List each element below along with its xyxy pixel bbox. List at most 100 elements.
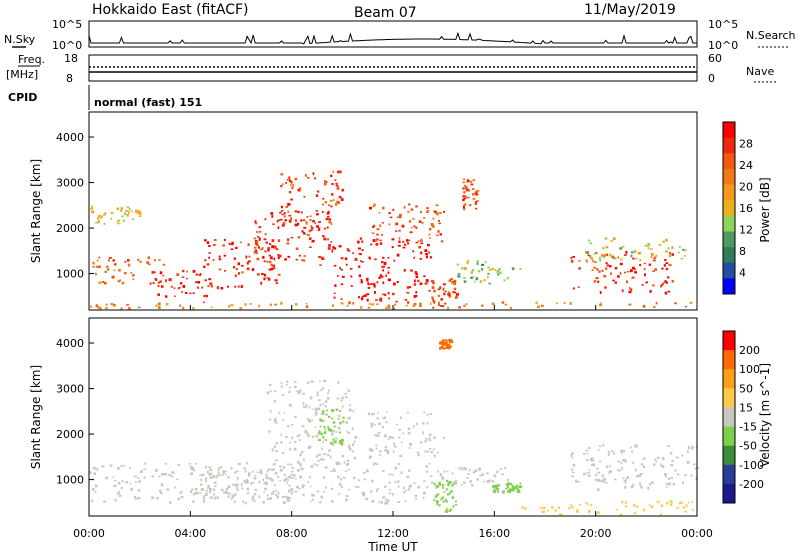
heatmap-cell: [571, 468, 574, 471]
y-tick-label: 3000: [56, 383, 84, 396]
heatmap-cell: [471, 188, 475, 190]
heatmap-cell: [689, 301, 693, 304]
heatmap-cell: [462, 195, 465, 198]
heatmap-cell: [312, 220, 315, 223]
heatmap-cell: [435, 494, 438, 498]
heatmap-cell: [464, 277, 466, 279]
heatmap-cell: [342, 275, 345, 278]
heatmap-cell: [599, 303, 602, 307]
heatmap-cell: [454, 279, 457, 283]
heatmap-cell: [662, 457, 665, 460]
heatmap-cell: [432, 281, 435, 284]
heatmap-cell: [572, 463, 576, 467]
heatmap-cell: [425, 437, 428, 441]
heatmap-cell: [308, 445, 312, 449]
heatmap-cell: [299, 465, 301, 467]
colorbar-tick-label: 15: [739, 401, 753, 414]
heatmap-cell: [333, 425, 336, 428]
heatmap-cell: [652, 270, 655, 272]
heatmap-cell: [461, 267, 464, 270]
heatmap-cell: [153, 259, 156, 262]
heatmap-cell: [227, 495, 230, 499]
heatmap-cell: [395, 222, 399, 226]
heatmap-cell: [495, 486, 498, 489]
heatmap-cell: [606, 465, 609, 469]
heatmap-cell: [280, 385, 283, 388]
heatmap-cell: [435, 485, 438, 487]
heatmap-cell: [586, 251, 589, 254]
heatmap-cell: [170, 285, 173, 288]
heatmap-cell: [137, 211, 141, 215]
heatmap-cell: [331, 183, 334, 186]
heatmap-cell: [265, 473, 268, 477]
heatmap-cell: [605, 267, 608, 270]
heatmap-cell: [420, 242, 424, 245]
heatmap-cell: [425, 465, 428, 467]
heatmap-cell: [99, 307, 102, 311]
heatmap-cell: [157, 285, 160, 288]
heatmap-cell: [318, 431, 321, 435]
heatmap-cell: [279, 465, 283, 468]
heatmap-cell: [441, 487, 445, 489]
heatmap-cell: [277, 476, 280, 478]
heatmap-cell: [352, 252, 355, 254]
heatmap-cell: [667, 276, 670, 279]
heatmap-cell: [273, 390, 277, 393]
heatmap-cell: [268, 418, 272, 421]
heatmap-cell: [223, 238, 226, 242]
heatmap-cell: [127, 307, 131, 310]
heatmap-cell: [664, 280, 667, 283]
heatmap-cell: [336, 463, 338, 466]
heatmap-cell: [266, 391, 270, 395]
heatmap-cell: [406, 475, 410, 479]
heatmap-cell: [366, 277, 369, 281]
heatmap-cell: [501, 473, 504, 476]
heatmap-cell: [323, 379, 327, 383]
heatmap-cell: [386, 450, 390, 453]
heatmap-cell: [477, 270, 481, 273]
colorbar-tick-label: -200: [739, 478, 764, 491]
heatmap-cell: [309, 501, 312, 503]
heatmap-cell: [671, 246, 674, 249]
heatmap-cell: [509, 307, 512, 310]
heatmap-cell: [327, 426, 330, 429]
heatmap-cell: [511, 489, 515, 492]
heatmap-cell: [305, 223, 308, 225]
heatmap-cell: [399, 454, 402, 457]
heatmap-cell: [492, 490, 496, 493]
heatmap-cell: [330, 241, 333, 243]
heatmap-cell: [307, 176, 310, 179]
heatmap-cell: [309, 229, 313, 232]
heatmap-cell: [437, 288, 441, 291]
heatmap-cell: [316, 213, 319, 216]
heatmap-cell: [435, 500, 439, 503]
heatmap-cell: [338, 431, 341, 434]
heatmap-cell: [116, 492, 120, 495]
heatmap-cell: [361, 249, 364, 251]
heatmap-cell: [220, 488, 224, 492]
heatmap-cell: [422, 496, 425, 499]
heatmap-cell: [273, 420, 276, 423]
heatmap-cell: [665, 281, 668, 284]
power-heatmap-cells: [90, 170, 693, 311]
heatmap-cell: [321, 210, 324, 214]
heatmap-cell: [341, 455, 345, 458]
heatmap-cell: [357, 486, 360, 488]
heatmap-cell: [255, 241, 259, 244]
heatmap-cell: [255, 251, 258, 255]
heatmap-cell: [139, 471, 142, 473]
heatmap-cell: [648, 263, 652, 266]
heatmap-cell: [372, 225, 374, 228]
heatmap-cell: [666, 503, 668, 505]
heatmap-cell: [348, 448, 352, 451]
heatmap-cell: [305, 404, 308, 406]
heatmap-cell: [158, 259, 161, 261]
heatmap-cell: [635, 444, 638, 448]
heatmap-cell: [293, 447, 297, 451]
heatmap-cell: [593, 266, 596, 269]
heatmap-cell: [415, 241, 418, 244]
heatmap-cell: [382, 281, 385, 285]
heatmap-cell: [442, 347, 445, 350]
heatmap-cell: [436, 451, 439, 454]
heatmap-cell: [248, 472, 251, 474]
